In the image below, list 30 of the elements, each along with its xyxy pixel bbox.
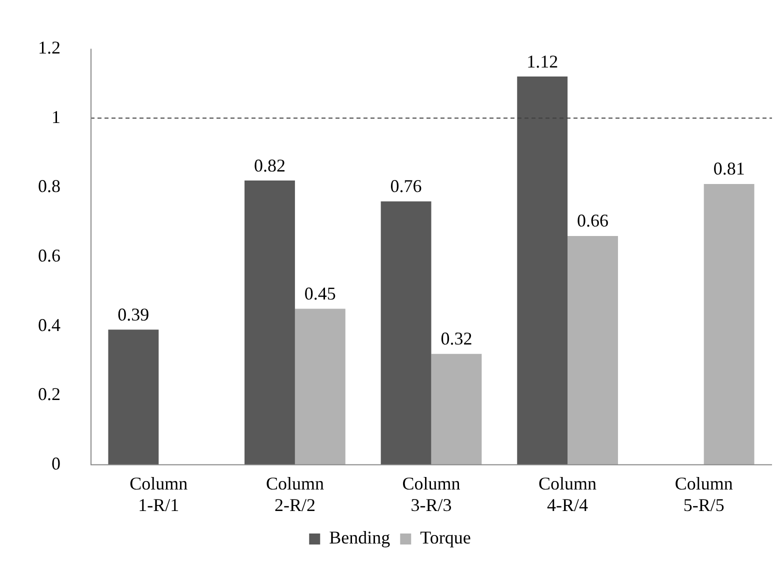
bar	[380, 201, 432, 465]
legend-label: Torque	[420, 528, 471, 548]
data-label: 0.39	[118, 304, 150, 324]
y-tick-label: 0	[52, 454, 60, 474]
y-tick-label: 1.2	[38, 38, 60, 58]
y-tick-label: 0.8	[38, 176, 60, 196]
bar	[108, 330, 159, 465]
data-label: 0.81	[713, 158, 745, 179]
x-tick-label: Column 4-R/4	[538, 473, 597, 515]
bar	[294, 308, 346, 465]
bar	[704, 184, 754, 465]
bar	[517, 76, 568, 465]
data-label: 0.45	[304, 284, 336, 304]
data-label: 0.32	[440, 328, 472, 349]
data-label: 0.76	[390, 176, 422, 196]
y-tick-label: 1	[52, 106, 60, 127]
data-label: 0.82	[254, 155, 286, 176]
data-label: 0.66	[577, 210, 609, 231]
y-tick-label: 0.6	[38, 246, 60, 266]
bar	[244, 180, 295, 465]
legend-label: Bending	[329, 528, 390, 548]
x-tick-label: Column 2-R/2	[266, 473, 324, 515]
y-tick-label: 0.2	[38, 384, 60, 404]
x-tick-label: Column 1-R/1	[130, 473, 188, 515]
x-tick-label: Column 5-R/5	[674, 473, 733, 515]
x-tick-label: Column 3-R/3	[402, 473, 460, 515]
bar	[568, 236, 618, 465]
y-tick-label: 0.4	[38, 314, 60, 335]
data-label: 1.12	[526, 51, 558, 72]
bar	[431, 354, 482, 465]
